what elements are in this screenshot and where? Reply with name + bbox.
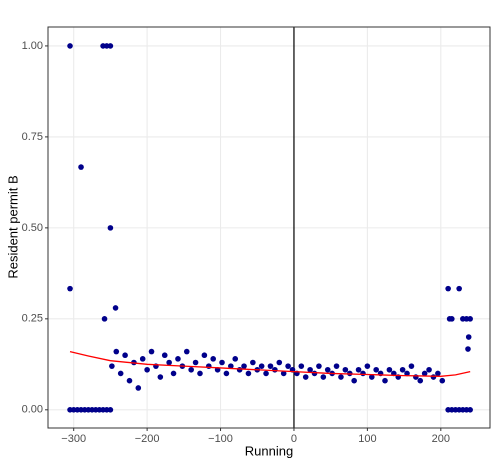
x-tick-label: −300 <box>61 433 86 445</box>
point <box>109 363 115 369</box>
point <box>276 359 283 366</box>
point <box>175 356 181 362</box>
point <box>197 370 203 377</box>
y-tick-label: 1.00 <box>22 40 43 52</box>
point <box>245 370 252 377</box>
point <box>417 377 424 384</box>
point <box>430 374 437 380</box>
point <box>386 366 393 373</box>
fit-line <box>69 350 471 377</box>
point <box>170 370 177 377</box>
x-tick-label: 200 <box>432 433 450 445</box>
point <box>368 374 375 380</box>
point <box>338 374 344 380</box>
point <box>311 370 318 377</box>
point <box>148 348 155 355</box>
point <box>201 352 208 359</box>
point <box>241 363 247 369</box>
point <box>219 359 225 366</box>
x-tick-label: −100 <box>208 433 233 445</box>
y-tick-label: 0.00 <box>22 404 43 416</box>
y-tick-label: 0.75 <box>22 131 43 143</box>
point <box>467 407 473 413</box>
point <box>320 374 327 380</box>
point <box>144 366 150 373</box>
x-axis-label: Running <box>245 443 293 458</box>
point <box>382 377 388 384</box>
point <box>467 316 473 322</box>
point <box>342 366 349 373</box>
point <box>465 334 472 340</box>
point <box>122 352 128 359</box>
point <box>188 366 194 373</box>
point <box>250 359 256 366</box>
point <box>139 356 146 362</box>
point <box>232 356 239 362</box>
point <box>445 285 451 292</box>
point <box>113 348 120 355</box>
point <box>408 363 415 369</box>
point <box>364 363 371 369</box>
point <box>426 366 432 373</box>
point <box>107 43 114 49</box>
point <box>302 374 309 380</box>
x-tick-label: 0 <box>291 433 297 445</box>
point <box>435 370 441 377</box>
point <box>280 370 287 377</box>
point <box>404 370 410 377</box>
point <box>333 363 340 369</box>
point <box>101 316 108 322</box>
point <box>449 316 455 322</box>
point <box>307 366 313 373</box>
point <box>351 377 357 384</box>
point <box>107 225 114 231</box>
x-tick-label: −200 <box>135 433 160 445</box>
point <box>399 366 406 373</box>
point <box>373 366 379 373</box>
point <box>355 366 362 373</box>
point <box>298 363 305 369</box>
panel-border <box>47 26 491 429</box>
point <box>192 359 199 366</box>
point <box>161 352 168 359</box>
point <box>360 370 366 377</box>
point <box>112 305 119 311</box>
point <box>78 164 84 170</box>
point <box>316 363 322 369</box>
point <box>324 366 331 373</box>
point <box>263 370 269 377</box>
point <box>285 363 291 369</box>
point <box>413 374 419 380</box>
x-tick-label: 100 <box>358 433 376 445</box>
point <box>157 374 164 380</box>
point <box>126 377 133 384</box>
point <box>107 407 114 413</box>
point <box>223 370 230 377</box>
point <box>183 348 190 355</box>
y-tick-label: 0.25 <box>22 313 43 325</box>
point <box>135 385 142 391</box>
point <box>456 285 462 292</box>
point <box>67 43 73 49</box>
point <box>236 366 243 373</box>
point <box>267 363 274 369</box>
point <box>465 346 471 352</box>
point <box>258 363 265 369</box>
y-tick-label: 0.50 <box>22 222 43 234</box>
point <box>439 377 446 384</box>
point <box>421 370 428 377</box>
point <box>228 363 234 369</box>
point <box>272 366 278 373</box>
point <box>67 285 73 292</box>
point <box>210 356 216 362</box>
point <box>166 359 172 366</box>
y-axis-label: Resident permit B <box>5 175 20 278</box>
point <box>117 370 124 377</box>
